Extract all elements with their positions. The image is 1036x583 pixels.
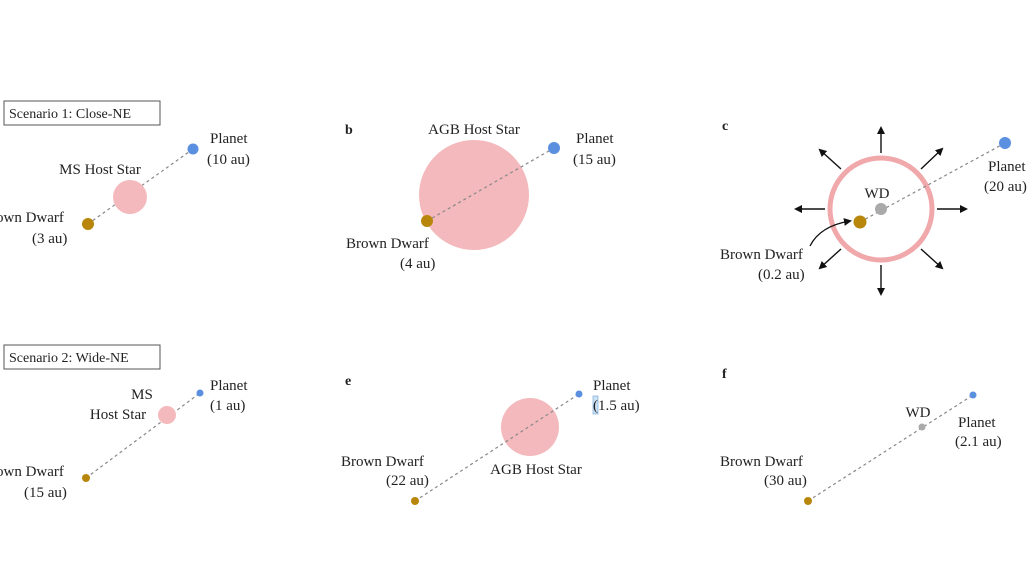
- panel-letter: b: [345, 123, 353, 138]
- brown-dwarf-dot: [421, 215, 433, 227]
- brown-dwarf-label: own Dwarf: [0, 210, 64, 226]
- planet-dot: [999, 137, 1011, 149]
- white-dwarf-label: WD: [906, 405, 931, 421]
- planet-dot: [187, 143, 199, 155]
- brown-dwarf-distance: (3 au): [32, 231, 67, 247]
- panel-letter: c: [722, 119, 728, 134]
- planet-dot: [969, 391, 977, 399]
- brown-dwarf-dot: [82, 218, 94, 230]
- scenario-2-label: Scenario 2: Wide-NE: [9, 351, 129, 366]
- panel-e: e AGB Host Star Planet (1.5 au) Brown Dw…: [341, 374, 640, 505]
- planet-distance: (15 au): [573, 152, 616, 168]
- arrow-icon: [920, 248, 944, 270]
- white-dwarf-label: WD: [865, 186, 890, 202]
- arrow-icon: [818, 248, 842, 270]
- agb-host-star: [501, 398, 559, 456]
- orbit-line: [85, 392, 201, 479]
- pointer-arrow: [809, 218, 852, 247]
- scenario-1-box: Scenario 1: Close-NE: [3, 100, 161, 126]
- planet-distance: (20 au): [984, 179, 1027, 195]
- brown-dwarf-dot: [853, 215, 867, 229]
- planet-label: Planet: [210, 131, 248, 147]
- brown-dwarf-dot: [804, 497, 812, 505]
- brown-dwarf-distance: (22 au): [386, 473, 429, 489]
- panel-d: MS Host Star Planet (1 au) own Dwarf (15…: [0, 378, 248, 501]
- arrow-icon: [920, 147, 944, 170]
- orbit-line: [414, 393, 580, 502]
- agb-host-star: [419, 140, 529, 250]
- orbit-line: [426, 147, 555, 222]
- ms-host-star: [113, 180, 147, 214]
- panel-c: c WD Planet (20 au) Brown Dwarf (0.2 au): [720, 119, 1027, 296]
- planet-label: Planet: [988, 159, 1026, 175]
- host-star-label-line2: Host Star: [90, 407, 146, 423]
- brown-dwarf-distance: (4 au): [400, 256, 435, 272]
- planet-label: Planet: [576, 131, 614, 147]
- brown-dwarf-label: Brown Dwarf: [720, 247, 803, 263]
- panel-letter: e: [345, 374, 351, 389]
- planet-distance: (2.1 au): [955, 434, 1002, 450]
- host-star-label: MS Host Star: [59, 162, 141, 178]
- white-dwarf-dot: [918, 423, 926, 431]
- outflow-arrows: [794, 126, 968, 296]
- planet-label: Planet: [210, 378, 248, 394]
- planet-label: Planet: [593, 378, 631, 394]
- ms-host-star: [158, 406, 176, 424]
- planet-label: Planet: [958, 415, 996, 431]
- panel-b: b AGB Host Star Planet (15 au) Brown Dwa…: [345, 122, 616, 272]
- host-star-label: MS: [131, 387, 153, 403]
- arrow-icon: [818, 148, 842, 170]
- panel-f: f WD Planet (2.1 au) Brown Dwarf (30 au): [720, 367, 1002, 505]
- brown-dwarf-distance: (15 au): [24, 485, 67, 501]
- planet-dot: [548, 142, 560, 154]
- planet-dot: [575, 390, 583, 398]
- scenario-2-box: Scenario 2: Wide-NE: [3, 344, 161, 370]
- panel-a: MS Host Star Planet (10 au) own Dwarf (3…: [0, 131, 250, 247]
- planet-distance: (1 au): [210, 398, 245, 414]
- white-dwarf-dot: [875, 203, 887, 215]
- brown-dwarf-label: Brown Dwarf: [346, 236, 429, 252]
- text-cursor-highlight: [592, 395, 599, 415]
- brown-dwarf-distance: (0.2 au): [758, 267, 805, 283]
- brown-dwarf-label: own Dwarf: [0, 464, 64, 480]
- brown-dwarf-label: Brown Dwarf: [341, 454, 424, 470]
- scenario-1-label: Scenario 1: Close-NE: [9, 107, 131, 122]
- host-star-label: AGB Host Star: [490, 462, 582, 478]
- planet-dot: [196, 389, 204, 397]
- planet-distance: (1.5 au): [593, 398, 640, 414]
- expanding-shell-ring: [827, 155, 935, 263]
- planet-distance: (10 au): [207, 152, 250, 168]
- panel-letter: f: [722, 367, 727, 382]
- brown-dwarf-label: Brown Dwarf: [720, 454, 803, 470]
- orbit-line: [807, 394, 974, 502]
- brown-dwarf-dot: [411, 497, 419, 505]
- host-star-label: AGB Host Star: [428, 122, 520, 138]
- brown-dwarf-dot: [82, 474, 90, 482]
- brown-dwarf-distance: (30 au): [764, 473, 807, 489]
